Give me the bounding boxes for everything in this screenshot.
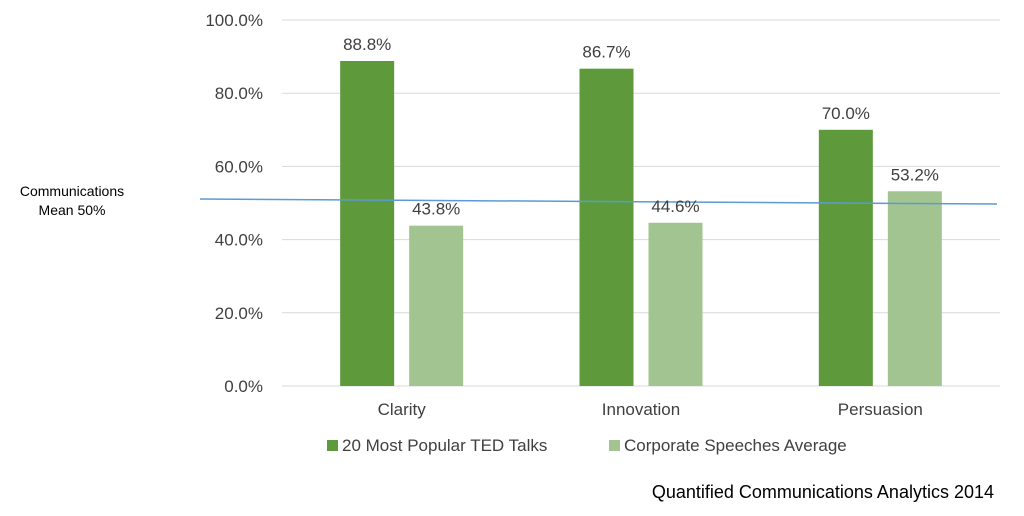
y-tick-label: 100.0%	[205, 11, 263, 30]
data-label: 43.8%	[412, 200, 460, 219]
gridlines	[282, 19, 1000, 387]
data-label: 86.7%	[582, 43, 630, 62]
reference-line-label-2: Mean 50%	[38, 202, 106, 218]
y-tick-label: 40.0%	[215, 231, 263, 250]
bar	[887, 191, 942, 386]
legend-label: 20 Most Popular TED Talks	[342, 436, 547, 455]
bar	[818, 129, 873, 387]
reference-line-group	[199, 198, 998, 205]
bar	[648, 222, 703, 386]
data-label: 70.0%	[822, 104, 870, 123]
bar	[579, 68, 634, 386]
legend-swatch	[327, 440, 338, 451]
y-tick-label: 60.0%	[215, 157, 263, 176]
x-category-label: Persuasion	[838, 400, 923, 419]
source-caption: Quantified Communications Analytics 2014	[651, 482, 994, 502]
y-tick-label: 20.0%	[215, 304, 263, 323]
reference-line	[199, 198, 998, 205]
reference-line-label-1: Communications	[19, 183, 125, 199]
legend-swatch	[609, 440, 620, 451]
bars	[340, 60, 942, 387]
bar	[340, 60, 395, 386]
y-tick-label: 80.0%	[215, 84, 263, 103]
x-category-label: Clarity	[378, 400, 427, 419]
legend: 20 Most Popular TED Talks Corporate Speec…	[327, 436, 847, 455]
x-axis-categories: Clarity Innovation Persuasion	[378, 400, 923, 419]
data-label: 53.2%	[891, 165, 939, 184]
data-label: 88.8%	[343, 35, 391, 54]
bar	[409, 225, 464, 386]
legend-label: Corporate Speeches Average	[624, 436, 847, 455]
data-label: 44.6%	[651, 197, 699, 216]
data-labels: 88.8% 43.8% 86.7% 44.6% 70.0% 53.2%	[343, 35, 939, 219]
y-tick-label: 0.0%	[224, 377, 263, 396]
x-category-label: Innovation	[602, 400, 680, 419]
reference-line-annotation: Communications Mean 50%	[8, 182, 136, 220]
y-axis-ticks: 0.0% 20.0% 40.0% 60.0% 80.0% 100.0%	[205, 11, 263, 396]
